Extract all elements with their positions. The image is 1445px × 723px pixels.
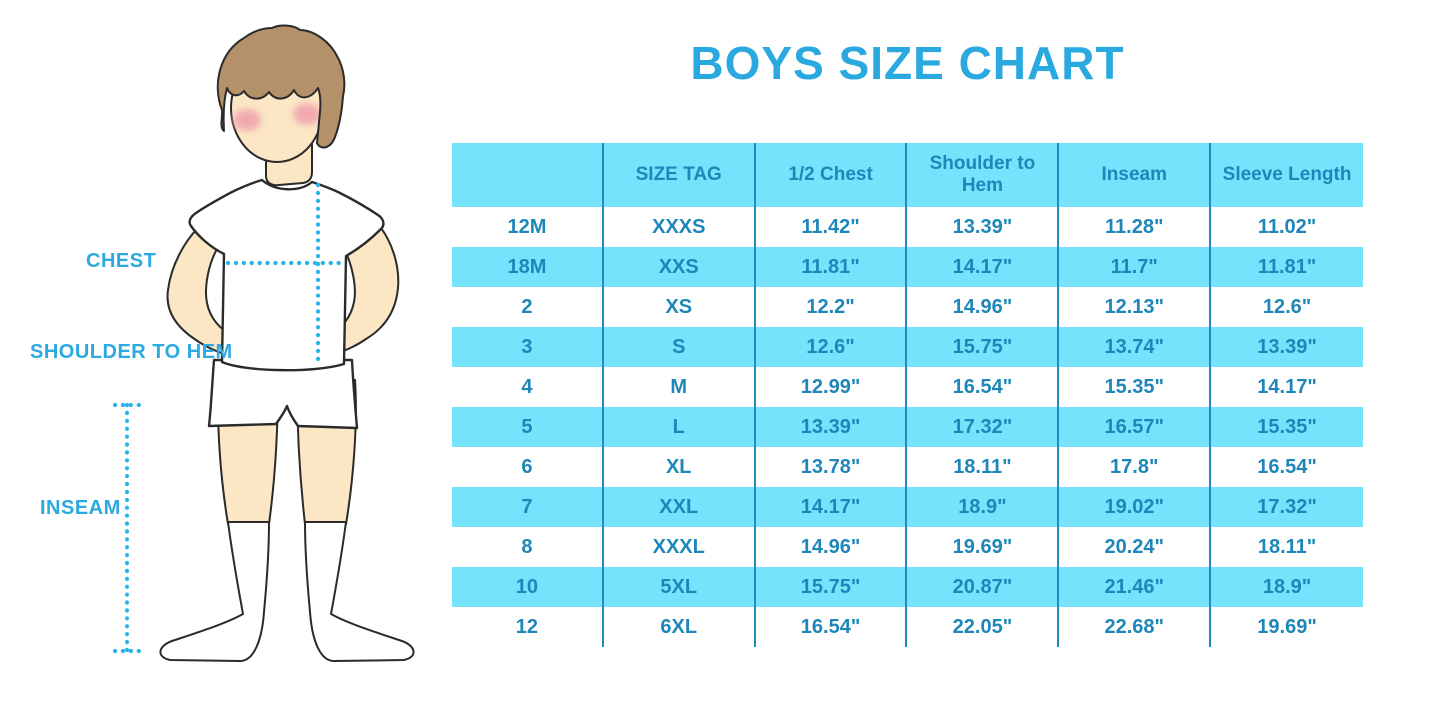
table-cell: 6: [452, 447, 604, 487]
left-sock: [159, 521, 270, 662]
table-cell: 12: [452, 607, 604, 647]
table-row: 18M XXS 11.81" 14.17" 11.7" 11.81": [452, 247, 1363, 287]
table-header-inseam: Inseam: [1059, 143, 1212, 207]
table-cell: 11.02": [1257, 215, 1317, 238]
table-cell: 5XL: [604, 567, 756, 607]
table-cell: 12.2": [756, 287, 908, 327]
table-cell: 11.7": [1059, 247, 1212, 287]
table-cell: 12.6": [1262, 295, 1312, 318]
chest-label: CHEST: [86, 250, 157, 272]
table-cell: 16.54": [756, 607, 908, 647]
table-cell: 20.24": [1059, 527, 1212, 567]
table-cell: 11.81": [756, 247, 908, 287]
table-row: 8 XXXL 14.96" 19.69" 20.24" 18.11": [452, 527, 1363, 567]
table-cell: 21.46": [1059, 567, 1212, 607]
table-header-shoulder-to-hem: Shoulder to Hem: [907, 143, 1060, 207]
table-cell: XXXL: [604, 527, 756, 567]
boy-illustration: [112, 24, 415, 662]
table-row: 12M XXXS 11.42" 13.39" 11.28" 11.02": [452, 207, 1363, 247]
left-arm: [166, 227, 235, 356]
table-cell: 14.17": [756, 487, 908, 527]
table-cell: XXL: [604, 487, 756, 527]
table-row: 5 L 13.39" 17.32" 16.57" 15.35": [452, 407, 1363, 447]
table-header-sleeve-length: Sleeve Length: [1222, 164, 1352, 186]
table-cell: 17.32": [1257, 495, 1317, 518]
table-row: 2 XS 12.2" 14.96" 12.13" 12.6": [452, 287, 1363, 327]
table-cell: 19.69": [907, 527, 1060, 567]
table-cell: 13.78": [756, 447, 908, 487]
table-cell: 14.17": [907, 247, 1060, 287]
table-cell: 12.6": [756, 327, 908, 367]
table-cell: 11.81": [1257, 255, 1317, 278]
table-cell: 12.13": [1059, 287, 1212, 327]
table-cell: 6XL: [604, 607, 756, 647]
table-cell: XS: [604, 287, 756, 327]
table-cell: 16.57": [1059, 407, 1212, 447]
size-table: SIZE TAG 1/2 Chest Shoulder to Hem Insea…: [452, 143, 1363, 647]
table-cell: 11.28": [1059, 207, 1212, 247]
table-cell: XXXS: [604, 207, 756, 247]
table-header-size-tag: SIZE TAG: [604, 143, 756, 207]
table-cell: XXS: [604, 247, 756, 287]
table-cell: 17.8": [1059, 447, 1212, 487]
table-header-row: SIZE TAG 1/2 Chest Shoulder to Hem Insea…: [452, 143, 1363, 207]
table-cell: 8: [452, 527, 604, 567]
table-cell: L: [604, 407, 756, 447]
table-cell: 14.96": [907, 287, 1060, 327]
right-sock: [304, 521, 415, 662]
table-cell: 20.87": [907, 567, 1060, 607]
table-cell: 14.96": [756, 527, 908, 567]
table-cell: 18M: [452, 247, 604, 287]
table-cell: 15.35": [1059, 367, 1212, 407]
page-title: BOYS SIZE CHART: [690, 37, 1125, 89]
table-row: 12 6XL 16.54" 22.05" 22.68" 19.69": [452, 607, 1363, 647]
table-row: 7 XXL 14.17" 18.9" 19.02" 17.32": [452, 487, 1363, 527]
table-cell: 12M: [452, 207, 604, 247]
table-row: 3 S 12.6" 15.75" 13.74" 13.39": [452, 327, 1363, 367]
table-cell: 18.11": [907, 447, 1060, 487]
table-cell: S: [604, 327, 756, 367]
table-cell: 4: [452, 367, 604, 407]
table-cell: 13.39": [756, 407, 908, 447]
table-row: 4 M 12.99" 16.54" 15.35" 14.17": [452, 367, 1363, 407]
table-cell: 14.17": [1257, 375, 1317, 398]
table-cell: 7: [452, 487, 604, 527]
cheek-right-blush: [293, 103, 321, 125]
table-cell: 22.68": [1059, 607, 1212, 647]
table-cell: 13.39": [1257, 335, 1317, 358]
table-cell: 22.05": [907, 607, 1060, 647]
table-row: 10 5XL 15.75" 20.87" 21.46" 18.9": [452, 567, 1363, 607]
table-cell: 18.11": [1257, 535, 1317, 558]
hair: [216, 24, 346, 149]
table-cell: 13.39": [907, 207, 1060, 247]
table-cell: 19.02": [1059, 487, 1212, 527]
table-cell: 3: [452, 327, 604, 367]
table-cell: 15.75": [907, 327, 1060, 367]
table-header-half-chest: 1/2 Chest: [756, 143, 908, 207]
table-cell: 2: [452, 287, 604, 327]
table-cell: 15.35": [1257, 415, 1317, 438]
table-cell: 17.32": [907, 407, 1060, 447]
table-row: 6 XL 13.78" 18.11" 17.8" 16.54": [452, 447, 1363, 487]
table-cell: 16.54": [907, 367, 1060, 407]
table-cell: 11.42": [756, 207, 908, 247]
inseam-label: INSEAM: [40, 497, 121, 519]
shorts: [207, 358, 359, 430]
table-header-cell-empty: [452, 143, 604, 207]
table-cell: M: [604, 367, 756, 407]
shoulder-to-hem-label: SHOULDER TO HEM: [30, 341, 233, 363]
table-cell: 5: [452, 407, 604, 447]
table-cell: 10: [452, 567, 604, 607]
table-cell: 16.54": [1257, 455, 1317, 478]
t-shirt: [188, 178, 385, 372]
table-cell: 12.99": [756, 367, 908, 407]
table-cell: 19.69": [1257, 615, 1317, 638]
table-cell: 18.9": [1262, 575, 1312, 598]
table-cell: XL: [604, 447, 756, 487]
table-cell: 15.75": [756, 567, 908, 607]
table-cell: 18.9": [907, 487, 1060, 527]
cheek-left-blush: [233, 109, 261, 131]
table-cell: 13.74": [1059, 327, 1212, 367]
